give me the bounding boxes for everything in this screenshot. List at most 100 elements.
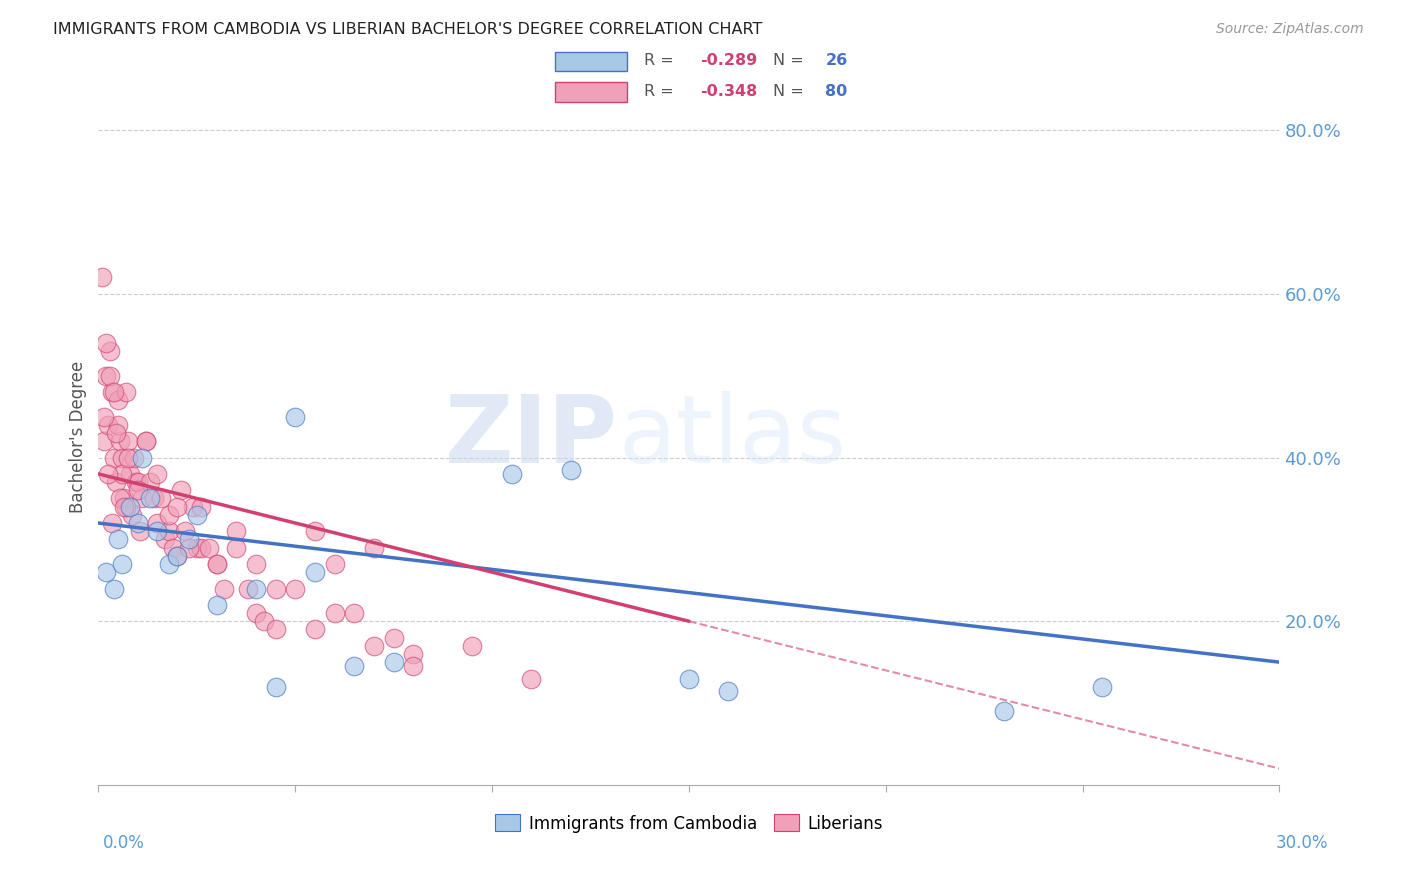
Point <box>363 639 385 653</box>
Point <box>157 524 180 539</box>
Point <box>97 417 120 432</box>
Point <box>264 680 287 694</box>
Point <box>1091 680 1114 694</box>
Point <box>520 672 543 686</box>
Point <box>108 491 131 506</box>
Point <box>304 565 326 579</box>
Point <box>177 541 200 555</box>
Point <box>205 598 228 612</box>
Point <box>155 533 177 547</box>
Text: atlas: atlas <box>619 391 846 483</box>
Point <box>190 541 212 555</box>
Text: N =: N = <box>773 84 808 99</box>
Point <box>181 500 204 514</box>
Text: 0.0%: 0.0% <box>103 834 145 852</box>
Point <box>146 524 169 539</box>
Point <box>103 450 125 465</box>
Point <box>131 450 153 465</box>
Point <box>363 541 385 555</box>
Point <box>96 335 118 350</box>
Point <box>678 672 700 686</box>
Point <box>107 533 129 547</box>
Point <box>343 659 366 673</box>
Point <box>115 500 138 514</box>
Point <box>107 393 129 408</box>
Point <box>157 557 180 571</box>
Legend: Immigrants from Cambodia, Liberians: Immigrants from Cambodia, Liberians <box>489 808 889 839</box>
Text: 30.0%: 30.0% <box>1277 834 1329 852</box>
Point <box>98 344 121 359</box>
Text: -0.289: -0.289 <box>700 54 758 68</box>
Point <box>461 639 484 653</box>
Point <box>96 565 118 579</box>
Point <box>304 623 326 637</box>
Point <box>402 659 425 673</box>
Point <box>93 409 115 424</box>
Point <box>264 582 287 596</box>
Point <box>138 475 160 489</box>
Point <box>166 500 188 514</box>
Point <box>111 450 134 465</box>
Point <box>225 524 247 539</box>
Point <box>166 549 188 563</box>
Point <box>186 541 208 555</box>
Point <box>105 425 128 440</box>
Point <box>382 631 405 645</box>
Point <box>131 491 153 506</box>
Text: 80: 80 <box>825 84 848 99</box>
Point <box>284 409 307 424</box>
Point <box>105 475 128 489</box>
Point <box>382 655 405 669</box>
Point <box>253 614 276 628</box>
Point <box>245 557 267 571</box>
Point <box>162 541 184 555</box>
Point <box>101 516 124 530</box>
Point <box>91 270 114 285</box>
Text: IMMIGRANTS FROM CAMBODIA VS LIBERIAN BACHELOR'S DEGREE CORRELATION CHART: IMMIGRANTS FROM CAMBODIA VS LIBERIAN BAC… <box>53 22 763 37</box>
Point <box>402 647 425 661</box>
Point <box>205 557 228 571</box>
Point <box>197 541 219 555</box>
Point <box>122 450 145 465</box>
Point <box>150 491 173 506</box>
Point <box>135 434 157 449</box>
Point <box>284 582 307 596</box>
Point <box>304 524 326 539</box>
Point <box>236 582 259 596</box>
Point <box>157 508 180 522</box>
Point <box>112 491 135 506</box>
Point <box>166 549 188 563</box>
Point <box>343 606 366 620</box>
Point <box>117 450 139 465</box>
Point <box>177 533 200 547</box>
Point <box>107 417 129 432</box>
Text: N =: N = <box>773 54 808 68</box>
Point <box>190 500 212 514</box>
Point <box>117 434 139 449</box>
Point <box>128 524 150 539</box>
Point <box>993 704 1015 718</box>
Point <box>127 483 149 498</box>
Point <box>111 467 134 481</box>
Point <box>127 475 149 489</box>
Point <box>118 500 141 514</box>
Point <box>96 368 118 383</box>
Point <box>205 557 228 571</box>
Text: R =: R = <box>644 54 679 68</box>
Point <box>103 385 125 400</box>
Point <box>93 434 115 449</box>
Text: R =: R = <box>644 84 679 99</box>
Point <box>112 500 135 514</box>
Text: Source: ZipAtlas.com: Source: ZipAtlas.com <box>1216 22 1364 37</box>
Point <box>323 557 346 571</box>
Point <box>115 385 138 400</box>
FancyBboxPatch shape <box>554 52 627 71</box>
Point <box>225 541 247 555</box>
Point <box>118 467 141 481</box>
Point <box>135 434 157 449</box>
Point <box>127 516 149 530</box>
Point <box>245 582 267 596</box>
Point <box>501 467 523 481</box>
Point <box>103 582 125 596</box>
Point <box>717 683 740 698</box>
